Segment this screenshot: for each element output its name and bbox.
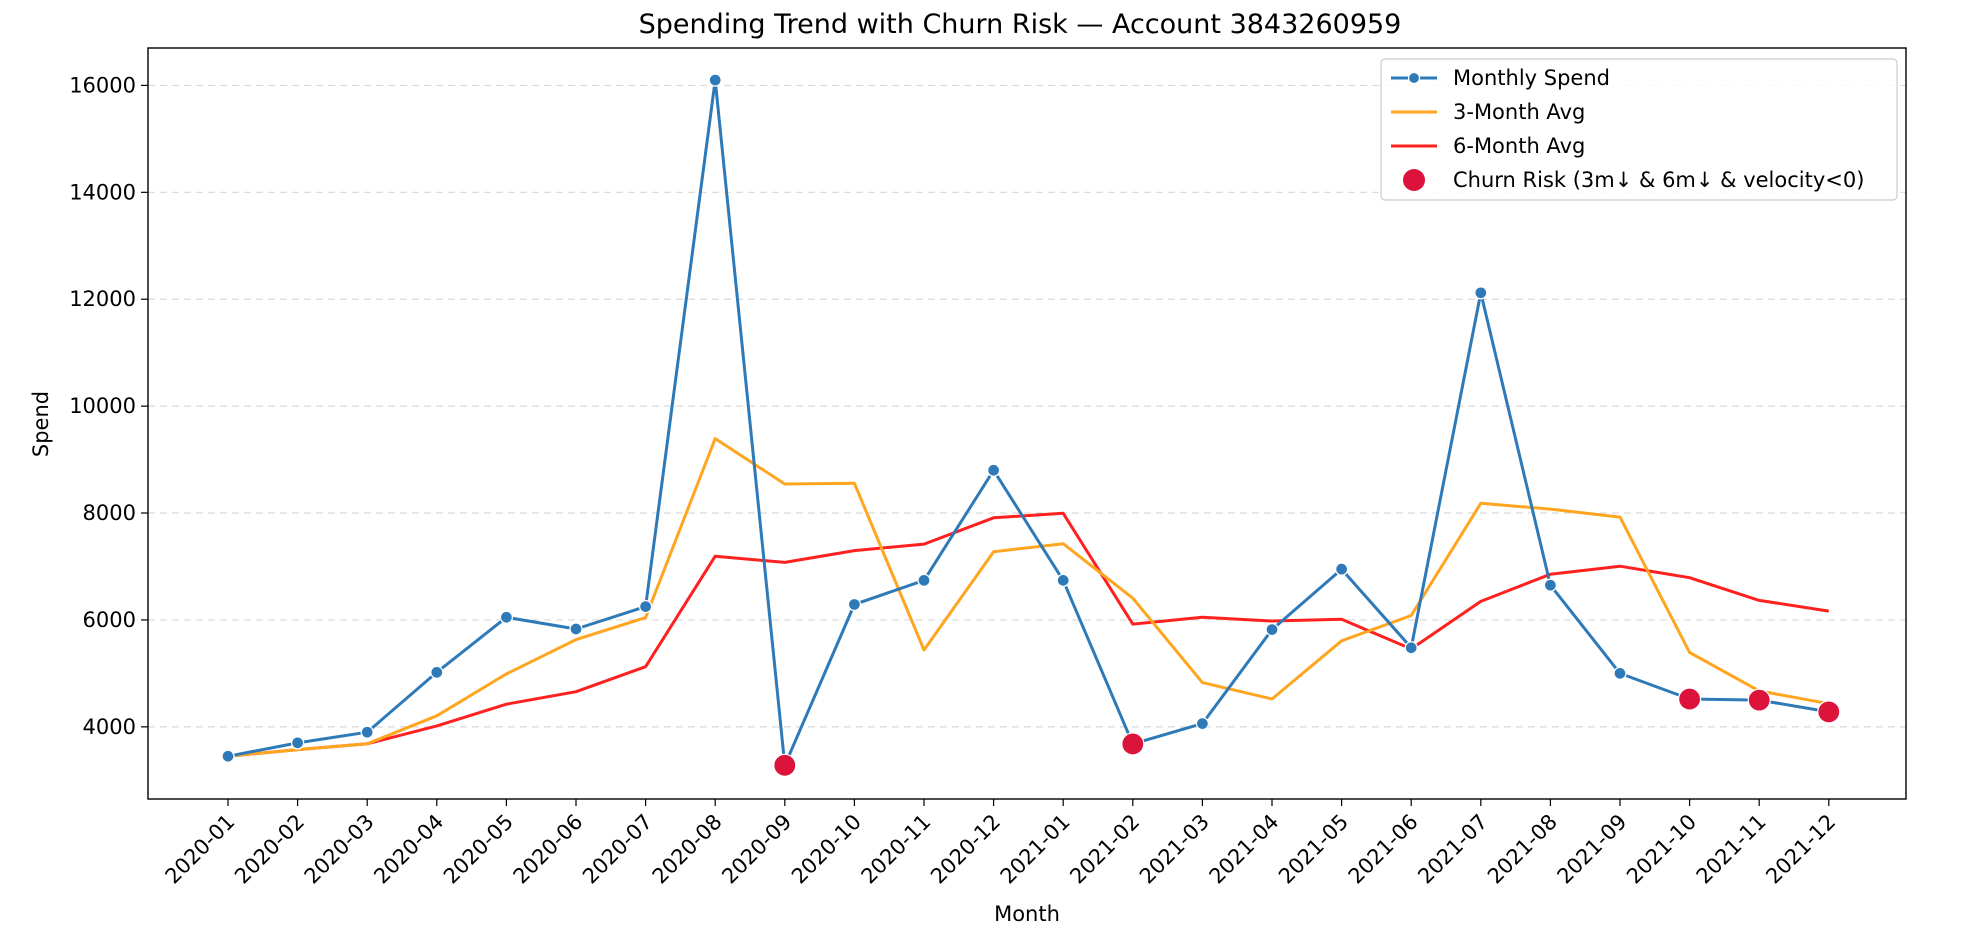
data-point-monthly-spend xyxy=(430,665,444,679)
y-tick-label-8000: 8000 xyxy=(83,501,136,525)
x-tick-label-2021-10: 2021-10 xyxy=(1622,810,1701,889)
legend-label-churn-risk: Churn Risk (3m↓ & 6m↓ & velocity<0) xyxy=(1453,168,1864,192)
plot-frame xyxy=(147,47,1907,800)
y-tick-label-10000: 10000 xyxy=(69,394,136,418)
x-tick-label-2020-03: 2020-03 xyxy=(300,810,379,889)
data-point-monthly-spend xyxy=(360,725,374,739)
data-point-monthly-spend xyxy=(986,463,1001,477)
churn-risk-point xyxy=(1747,688,1771,712)
legend-box xyxy=(1380,58,1898,201)
series-line-6-month-avg xyxy=(227,511,1830,758)
x-tick-label-2020-04: 2020-04 xyxy=(369,810,448,889)
legend-label-3-month-avg: 3-Month Avg xyxy=(1453,100,1585,124)
churn-risk-markers xyxy=(773,687,1841,777)
x-tick-label-2021-05: 2021-05 xyxy=(1274,810,1353,889)
series-lines xyxy=(227,78,1830,767)
churn-risk-point xyxy=(1121,732,1145,756)
x-tick-label-2020-10: 2020-10 xyxy=(787,810,866,889)
y-tick-label-16000: 16000 xyxy=(69,73,136,97)
x-axis-label: Month xyxy=(994,902,1060,926)
x-tick-label-2020-12: 2020-12 xyxy=(926,810,1005,889)
x-tick-label-2020-09: 2020-09 xyxy=(717,810,796,889)
x-tick-label-2021-03: 2021-03 xyxy=(1135,810,1214,889)
y-tick-label-14000: 14000 xyxy=(69,180,136,204)
data-point-monthly-spend xyxy=(1056,573,1070,588)
data-point-monthly-spend xyxy=(569,622,583,636)
legend-label-6-month-avg: 6-Month Avg xyxy=(1453,134,1585,158)
data-point-monthly-spend xyxy=(1334,562,1349,576)
legend-marker-monthly-spend xyxy=(1407,71,1421,85)
x-tick-label-2020-05: 2020-05 xyxy=(439,810,518,889)
series-line-monthly-spend xyxy=(227,78,1830,767)
x-tick-label-2021-01: 2021-01 xyxy=(996,810,1075,889)
x-tick-label-2021-04: 2021-04 xyxy=(1205,810,1284,889)
data-point-monthly-spend xyxy=(1195,716,1210,731)
legend: Monthly Spend 3-Month Avg 6-Month Avg Ch… xyxy=(1380,58,1898,201)
data-point-monthly-spend xyxy=(499,610,514,624)
chart-title: Spending Trend with Churn Risk — Account… xyxy=(639,9,1402,40)
x-tick-label-2021-02: 2021-02 xyxy=(1065,810,1144,889)
x-tick-label-2020-08: 2020-08 xyxy=(648,810,727,889)
data-point-monthly-spend xyxy=(1543,578,1558,592)
churn-risk-point xyxy=(773,753,797,777)
data-point-monthly-spend xyxy=(638,599,653,614)
x-tick-label-2020-07: 2020-07 xyxy=(578,810,657,889)
data-point-monthly-spend xyxy=(917,573,931,588)
x-tick-label-2020-02: 2020-02 xyxy=(230,810,309,889)
data-point-monthly-spend xyxy=(290,736,305,750)
y-tick-label-4000: 4000 xyxy=(83,715,136,739)
data-point-monthly-spend xyxy=(221,749,235,763)
x-tick-label-2020-01: 2020-01 xyxy=(161,810,240,889)
churn-risk-point xyxy=(1817,700,1841,724)
x-tick-label-2021-08: 2021-08 xyxy=(1483,810,1562,889)
data-point-monthly-spend xyxy=(708,73,722,87)
data-point-monthly-spend xyxy=(1404,641,1418,655)
y-tick-label-12000: 12000 xyxy=(69,287,136,311)
y-axis-ticks: 4000 6000 8000 10000 12000 14000 16000 xyxy=(69,73,148,739)
x-tick-label-2020-11: 2020-11 xyxy=(857,810,936,889)
x-tick-label-2021-09: 2021-09 xyxy=(1553,810,1632,889)
grid-lines xyxy=(148,84,1906,728)
y-tick-label-6000: 6000 xyxy=(83,608,136,632)
x-tick-label-2020-06: 2020-06 xyxy=(509,810,588,889)
legend-marker-churn-risk xyxy=(1403,169,1425,191)
series-line-3-month-avg xyxy=(227,437,1830,758)
data-point-monthly-spend xyxy=(1265,622,1279,637)
x-tick-label-2021-12: 2021-12 xyxy=(1761,810,1840,889)
x-tick-label-2021-07: 2021-07 xyxy=(1413,810,1492,889)
data-point-monthly-spend xyxy=(1613,666,1627,681)
churn-risk-point xyxy=(1677,687,1702,711)
x-axis-ticks: 2020-012020-022020-032020-042020-052020-… xyxy=(161,799,1840,889)
x-tick-label-2021-06: 2021-06 xyxy=(1344,810,1423,889)
legend-label-monthly-spend: Monthly Spend xyxy=(1453,66,1610,90)
data-point-monthly-spend xyxy=(847,597,862,612)
x-tick-label-2021-11: 2021-11 xyxy=(1692,810,1771,889)
data-point-monthly-spend xyxy=(1474,286,1488,300)
y-axis-label: Spend xyxy=(29,391,53,457)
